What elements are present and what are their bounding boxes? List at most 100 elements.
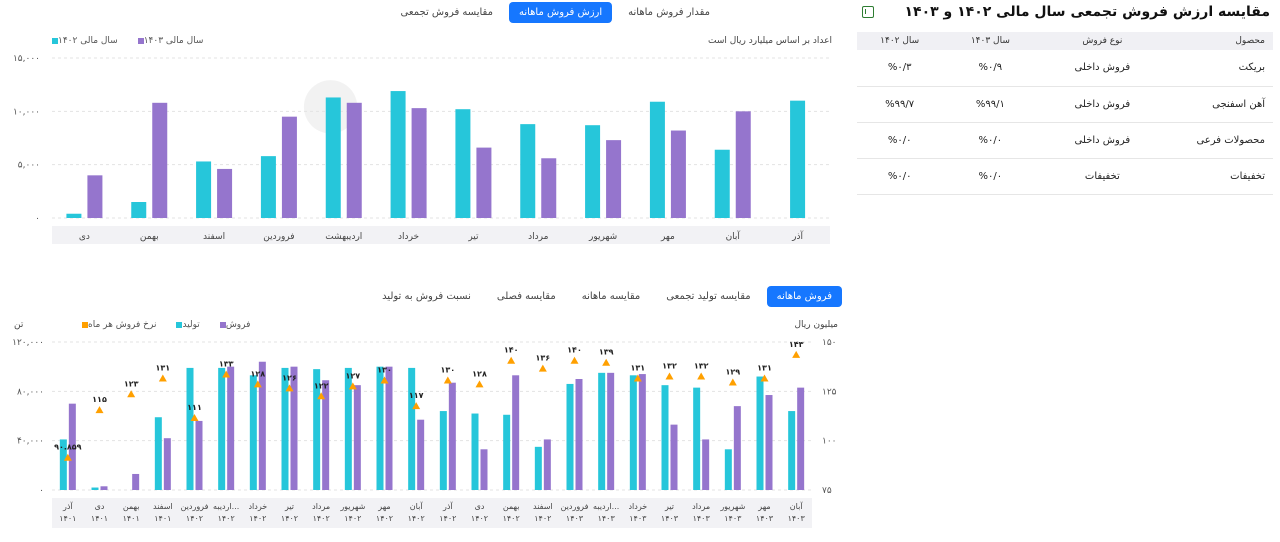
bar-sales xyxy=(480,449,488,490)
header-product: محصول xyxy=(1166,32,1273,50)
y-tick-label: ۱۵,۰۰۰ xyxy=(13,54,40,64)
cell-1402: %۹۹/۷ xyxy=(857,86,943,123)
chart1-legend: سال مالی ۱۴۰۳ سال مالی ۱۴۰۲ xyxy=(48,36,203,46)
x-tick-label: اردیبهشت xyxy=(325,232,362,242)
bar-sales xyxy=(512,375,520,490)
y-tick-label-right: ۱۲۵ xyxy=(822,387,837,397)
rate-data-label: ۱۴۳ xyxy=(789,340,804,349)
x-tick-label: آذر xyxy=(791,230,803,242)
bar-sales xyxy=(702,439,710,490)
x-tick-label-year: ۱۴۰۳ xyxy=(756,514,774,523)
x-tick-label-year: ۱۴۰۳ xyxy=(598,514,616,523)
rate-marker xyxy=(665,372,674,380)
tab-cumulative-production[interactable]: مقایسه تولید تجمعی xyxy=(666,291,751,302)
bar-1402 xyxy=(585,125,601,218)
excel-export-icon[interactable] xyxy=(862,6,874,18)
x-tick-label-year: ۱۴۰۲ xyxy=(439,514,456,523)
monthly-sales-production-chart: ۱۲۰,۰۰۰ ۸۰,۰۰۰ ۴۰,۰۰۰ ۰ ۱۵۰ ۱۲۵ ۱۰۰ ۷۵ آبان ۱۴۰۳ ۱… xyxy=(12,338,837,528)
bar-1403 xyxy=(411,108,427,218)
bar-sales xyxy=(638,374,646,490)
bar-production xyxy=(59,439,67,490)
rate-marker xyxy=(317,392,326,400)
top-tabs: مقدار فروش ماهانه ارزش فروش ماهانه مقایس… xyxy=(391,2,720,23)
table-title: مقایسه ارزش فروش تجمعی سال مالی ۱۴۰۲ و ۱… xyxy=(904,4,1270,20)
bar-sales xyxy=(797,387,805,490)
bar-1403 xyxy=(735,111,751,218)
x-tick-label: مرداد xyxy=(528,232,548,242)
x-tick-label-year: ۱۴۰۱ xyxy=(123,514,140,523)
bar-1403 xyxy=(281,116,297,218)
rate-data-label: ۱۲۹ xyxy=(726,367,741,376)
x-axis-band xyxy=(52,226,830,244)
tab-sales-production-ratio[interactable]: نسبت فروش به تولید xyxy=(382,291,471,302)
bar-sales xyxy=(195,420,203,490)
x-tick-label-year: ۱۴۰۲ xyxy=(218,514,235,523)
bar-production xyxy=(249,375,257,490)
bar-1402 xyxy=(455,109,471,218)
chart2-right-unit: میلیون ریال xyxy=(794,320,838,330)
bar-1402 xyxy=(131,202,147,218)
cell-1403: %۹۹/۱ xyxy=(942,86,1039,123)
bar-sales xyxy=(670,424,678,490)
rate-marker xyxy=(127,390,136,398)
bar-production xyxy=(756,376,764,490)
table-row: آهن اسفنجی فروش داخلی %۹۹/۱ %۹۹/۷ xyxy=(857,86,1273,123)
bar-1403 xyxy=(87,175,103,218)
header-sale-type: نوع فروش xyxy=(1038,32,1167,50)
rate-data-label: ۱۱۷ xyxy=(409,391,424,400)
bar-1402 xyxy=(790,100,806,218)
bar-production xyxy=(724,449,732,490)
table-row: تخفیفات تخفیفات %۰/۰ %۰/۰ xyxy=(857,158,1273,195)
x-tick-label-year: ۱۴۰۲ xyxy=(313,514,330,523)
x-tick-label-year: ۱۴۰۲ xyxy=(471,514,488,523)
tab-monthly-quantity[interactable]: مقدار فروش ماهانه xyxy=(628,7,710,18)
cell-product: تخفیفات xyxy=(1166,158,1273,195)
bar-1403 xyxy=(217,168,233,218)
x-tick-label-month: مرداد xyxy=(692,502,710,511)
x-tick-label-month: شهریور xyxy=(339,502,365,511)
bar-production xyxy=(408,367,416,490)
rate-data-label: ۱۳۱ xyxy=(631,363,646,372)
x-tick-label: مهر xyxy=(660,232,675,242)
x-tick-label-month: اسفند xyxy=(153,502,173,511)
tab-monthly-value[interactable]: ارزش فروش ماهانه xyxy=(508,2,613,23)
x-tick-label-year: ۱۴۰۳ xyxy=(629,514,647,523)
rate-data-label: ۱۳۲ xyxy=(662,362,677,371)
rate-data-label: ۱۳۹ xyxy=(599,348,614,357)
rate-marker xyxy=(602,358,611,366)
x-tick-label-year: ۱۴۰۲ xyxy=(534,514,551,523)
bar-sales xyxy=(733,406,741,490)
tab-cumulative-compare[interactable]: مقایسه فروش تجمعی xyxy=(400,7,493,18)
x-tick-label-year: ۱۴۰۲ xyxy=(503,514,520,523)
rate-data-label: ۱۳۶ xyxy=(536,354,551,363)
bar-sales xyxy=(385,366,393,490)
x-tick-label-month: خرداد xyxy=(628,502,647,511)
bar-1402 xyxy=(260,156,276,218)
tab-monthly-compare[interactable]: مقایسه ماهانه xyxy=(581,291,641,302)
bar-production xyxy=(661,385,669,490)
bar-production xyxy=(376,366,384,490)
x-tick-label: دی xyxy=(79,232,90,242)
y-tick-label: ۱۰,۰۰۰ xyxy=(13,107,40,117)
x-tick-label-month: بهمن xyxy=(503,502,520,511)
rate-marker xyxy=(697,372,706,380)
bar-1402 xyxy=(520,124,536,218)
y-tick-label-left: ۱۲۰,۰۰۰ xyxy=(12,338,44,348)
bar-production xyxy=(186,367,194,490)
bar-1402 xyxy=(714,149,730,218)
bar-sales xyxy=(543,439,551,490)
tab-monthly-sales[interactable]: فروش ماهانه xyxy=(766,286,842,307)
legend-item-sales: فروش xyxy=(216,320,250,330)
bar-sales xyxy=(68,403,76,490)
cell-product: آهن اسفنجی xyxy=(1166,86,1273,123)
x-tick-label-month: مهر xyxy=(757,502,770,511)
x-tick-label: خرداد xyxy=(398,232,419,242)
bar-production xyxy=(566,383,574,490)
tab-seasonal-compare[interactable]: مقایسه فصلی xyxy=(496,291,556,302)
chart2-left-unit: تن xyxy=(14,320,24,330)
cell-1403: %۰/۹ xyxy=(942,50,1039,87)
x-tick-label-month: آذر xyxy=(442,501,453,511)
y-tick-label-right: ۱۵۰ xyxy=(822,338,837,348)
bar-production xyxy=(91,487,99,490)
x-tick-label-month: اسفند xyxy=(533,502,553,511)
